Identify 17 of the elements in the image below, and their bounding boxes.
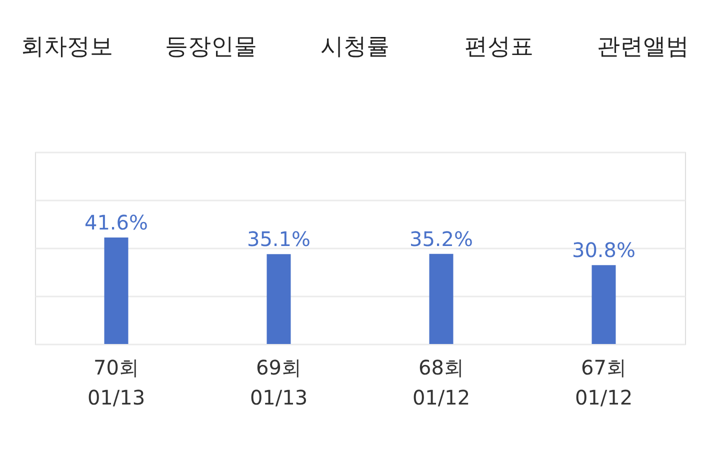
- text: 시청률: [320, 34, 390, 60]
- data-label: 35.2%: [409, 226, 474, 251]
- data-label: 35.1%: [246, 227, 311, 252]
- bar: [592, 265, 616, 344]
- bar: [104, 238, 128, 344]
- bar: [429, 254, 454, 344]
- x-tick-label: 70회 01/13: [87, 356, 146, 410]
- data-label: 30.8%: [572, 238, 636, 262]
- text: 등장인물: [165, 34, 257, 60]
- x-tick-label: 69회 01/13: [250, 356, 308, 410]
- bar: [266, 254, 291, 344]
- text: 회차정보: [21, 34, 113, 60]
- data-label: 41.6%: [84, 210, 148, 235]
- x-tick-label: 67회 01/12: [574, 356, 633, 410]
- text: 편성표: [464, 34, 534, 60]
- x-tick-label: 68회 01/12: [412, 356, 470, 410]
- text: 관련앨범: [597, 34, 689, 60]
